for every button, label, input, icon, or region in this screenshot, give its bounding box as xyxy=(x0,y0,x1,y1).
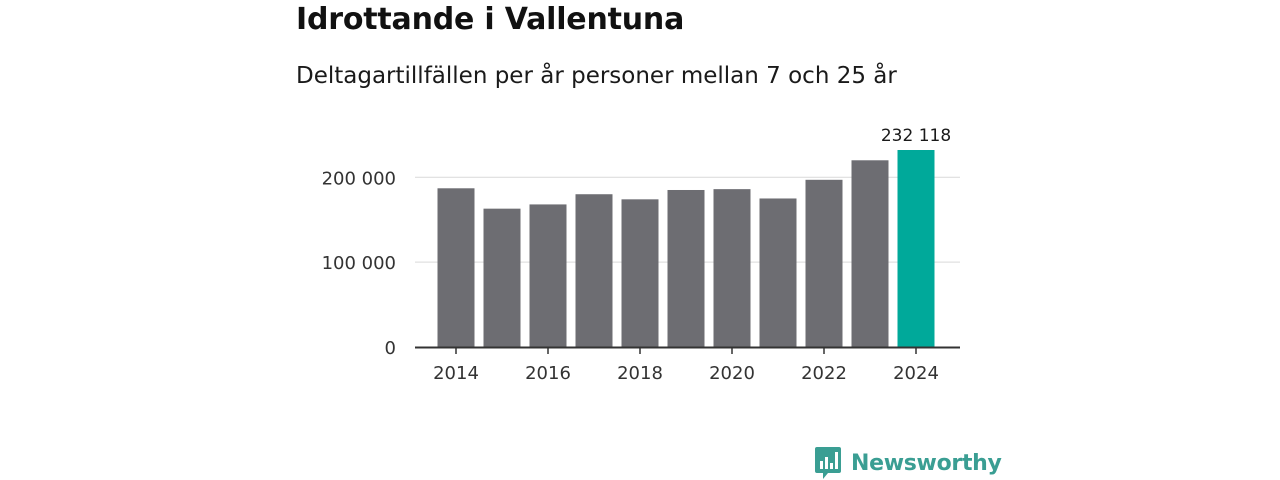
bar-2015 xyxy=(483,208,521,347)
bar-2022 xyxy=(805,179,843,347)
y-tick-label: 0 xyxy=(385,338,396,359)
x-tick-label: 2014 xyxy=(433,363,479,384)
bar-chart-logo-icon xyxy=(815,447,841,479)
bars xyxy=(437,150,935,347)
x-tick-label: 2018 xyxy=(617,363,663,384)
y-tick-label: 200 000 xyxy=(322,168,396,189)
brand-name: Newsworthy xyxy=(851,450,1002,476)
x-tick-label: 2024 xyxy=(893,363,939,384)
bar-2021 xyxy=(759,198,797,347)
bar-2014 xyxy=(437,188,475,347)
y-tick-label: 100 000 xyxy=(322,253,396,274)
bar-2018 xyxy=(621,199,659,347)
bar-chart: 0 100 000 200 000 2014 2016 2018 2020 2022 2024 2… xyxy=(322,126,960,384)
bar-2024 xyxy=(897,150,935,347)
bar-2016 xyxy=(529,204,567,347)
brand-logo: Newsworthy xyxy=(814,446,1002,480)
bar-2017 xyxy=(575,194,613,347)
x-tick-label: 2022 xyxy=(801,363,847,384)
x-axis xyxy=(415,346,960,354)
x-tick-label: 2016 xyxy=(525,363,571,384)
bar-2020 xyxy=(713,189,751,347)
data-label: 232 118 xyxy=(881,126,951,146)
x-tick-label: 2020 xyxy=(709,363,755,384)
bar-2023 xyxy=(851,160,889,347)
bar-2019 xyxy=(667,189,705,347)
chart-title: Idrottande i Vallentuna xyxy=(296,2,685,37)
chart-subtitle: Deltagartillfällen per år personer mella… xyxy=(296,63,897,89)
chart-labels: 0 100 000 200 000 2014 2016 2018 2020 2022 2024 2… xyxy=(322,126,952,384)
